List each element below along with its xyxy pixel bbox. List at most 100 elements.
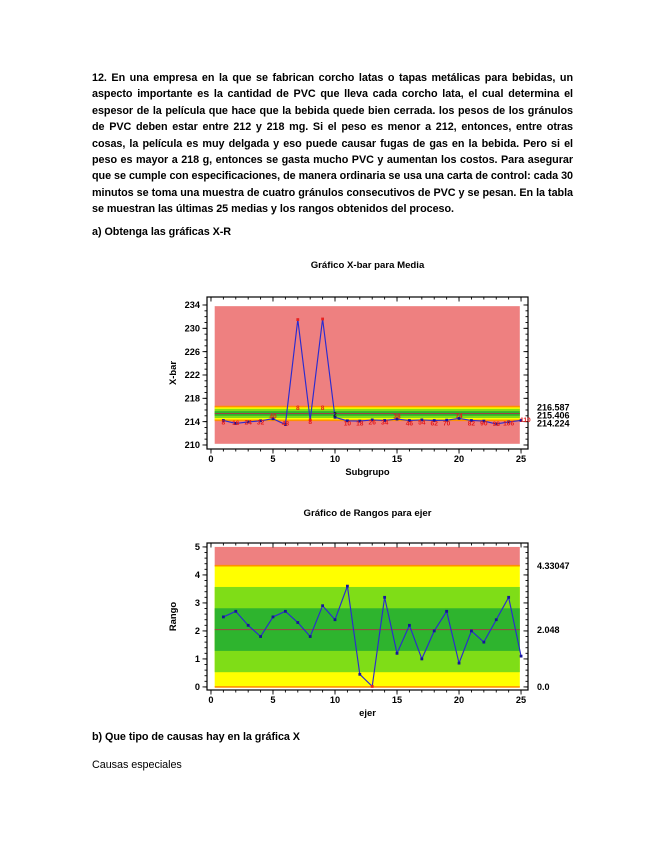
data-point-marker <box>221 615 225 619</box>
data-point-marker-out-of-control <box>321 317 324 321</box>
data-point-marker <box>445 609 449 613</box>
y-tick-label: 222 <box>185 370 200 380</box>
data-point-marker <box>395 651 399 655</box>
y-tick-label: 210 <box>185 440 200 450</box>
data-point-marker <box>445 418 449 422</box>
data-point-marker <box>507 595 511 599</box>
y-tick-label: 2 <box>195 626 200 636</box>
point-label: 82 <box>468 420 476 427</box>
limit-value-label: 4.33047 <box>537 561 570 571</box>
data-point-marker <box>470 629 473 633</box>
point-label: 16 <box>232 420 240 427</box>
x-tick-label: 25 <box>516 695 526 705</box>
point-label: 62 <box>431 420 439 427</box>
point-label: 8 <box>222 420 226 427</box>
point-label: 34 <box>381 420 389 427</box>
data-point-marker-out-of-control <box>308 418 312 422</box>
section-a-heading: a) Obtenga las gráficas X-R <box>92 226 232 238</box>
x-tick-label: 15 <box>392 454 402 464</box>
y-tick-label: 4 <box>195 570 201 580</box>
point-label: 24 <box>245 420 253 427</box>
x-tick-label: 5 <box>270 695 275 705</box>
x-tick-label: 5 <box>270 454 275 464</box>
point-label: 10 <box>344 420 352 427</box>
limit-value-label: 0.0 <box>537 682 550 692</box>
x-tick-label: 25 <box>516 454 526 464</box>
data-point-marker <box>296 621 300 624</box>
data-point-marker <box>271 615 275 619</box>
limit-value-label: 214.224 <box>537 418 570 428</box>
data-point-marker <box>519 419 523 422</box>
data-point-marker <box>321 604 324 608</box>
data-point-marker <box>234 421 238 425</box>
y-tick-label: 234 <box>185 300 201 310</box>
y-axis-title: Rango <box>167 602 178 631</box>
y-tick-label: 218 <box>185 394 200 404</box>
data-point-marker <box>358 419 362 423</box>
point-label: 38 <box>393 414 401 421</box>
limit-value-label: 215.406 <box>537 410 570 420</box>
x-tick-label: 15 <box>392 695 402 705</box>
point-label: 106 <box>503 420 514 427</box>
x-axis-title: ejer <box>359 707 376 718</box>
data-point-marker <box>333 618 337 622</box>
data-point-marker <box>271 417 275 421</box>
data-point-marker <box>507 420 511 424</box>
point-label: 32 <box>257 420 265 427</box>
data-point-marker <box>470 419 473 422</box>
point-label: 2 <box>333 411 337 418</box>
point-label: 98 <box>493 421 501 428</box>
y-tick-label: 1 <box>195 654 200 664</box>
chart-title: Gráfico X-bar para Media <box>311 260 425 271</box>
section-b-heading: b) Que tipo de causas hay en la gráfica … <box>92 731 300 743</box>
range-control-chart: 0 1 2 3 4 5 0 5 10 15 20 25 4.33047 2.048 0.0 Gráfico d… <box>167 508 570 718</box>
data-point-marker <box>234 609 238 613</box>
data-point-marker <box>482 640 486 644</box>
data-point-marker-out-of-control <box>296 318 300 321</box>
point-label: 70 <box>443 420 451 427</box>
data-point-marker <box>482 419 486 423</box>
point-label: 18 <box>356 420 364 427</box>
limit-value-label: 216.587 <box>537 402 570 412</box>
data-point-marker <box>432 419 436 422</box>
point-label: 110 <box>520 417 531 424</box>
y-tick-label: 3 <box>195 598 200 608</box>
data-point-marker <box>383 595 387 599</box>
point-label: 74 <box>455 413 463 420</box>
point-label: 8 <box>296 405 300 412</box>
y-tick-label: 230 <box>185 324 200 334</box>
data-point-marker <box>308 635 312 638</box>
data-point-marker <box>346 584 349 588</box>
data-point-marker <box>457 417 461 420</box>
point-label: 26 <box>369 420 377 427</box>
data-point-marker <box>358 672 362 676</box>
data-point-marker <box>420 418 424 422</box>
point-label: 48 <box>282 421 290 428</box>
data-point-marker <box>221 419 225 422</box>
plot-frame <box>206 296 529 450</box>
data-point-marker <box>420 657 424 661</box>
y-tick-label: 214 <box>185 417 201 427</box>
data-point-marker <box>432 629 436 633</box>
point-label: 40 <box>269 414 277 421</box>
data-point-marker <box>408 419 411 422</box>
x-tick-label: 20 <box>454 695 464 705</box>
answer-text: Causas especiales <box>92 759 182 771</box>
x-axis-title: Subgrupo <box>345 466 390 477</box>
y-tick-label: 5 <box>195 542 200 552</box>
point-label: 8 <box>308 419 312 426</box>
chart-title: Gráfico de Rangos para ejer <box>304 508 432 519</box>
x-tick-label: 10 <box>330 695 340 705</box>
point-label: 46 <box>406 420 414 427</box>
data-point-marker <box>494 618 498 622</box>
data-point-marker <box>383 419 387 422</box>
data-point-marker <box>408 623 411 627</box>
plot-frame <box>206 542 529 691</box>
zone-band <box>214 546 520 566</box>
x-tick-label: 10 <box>330 454 340 464</box>
data-point-marker <box>259 635 262 638</box>
y-tick-label: 226 <box>185 347 200 357</box>
x-tick-label: 0 <box>208 454 213 464</box>
